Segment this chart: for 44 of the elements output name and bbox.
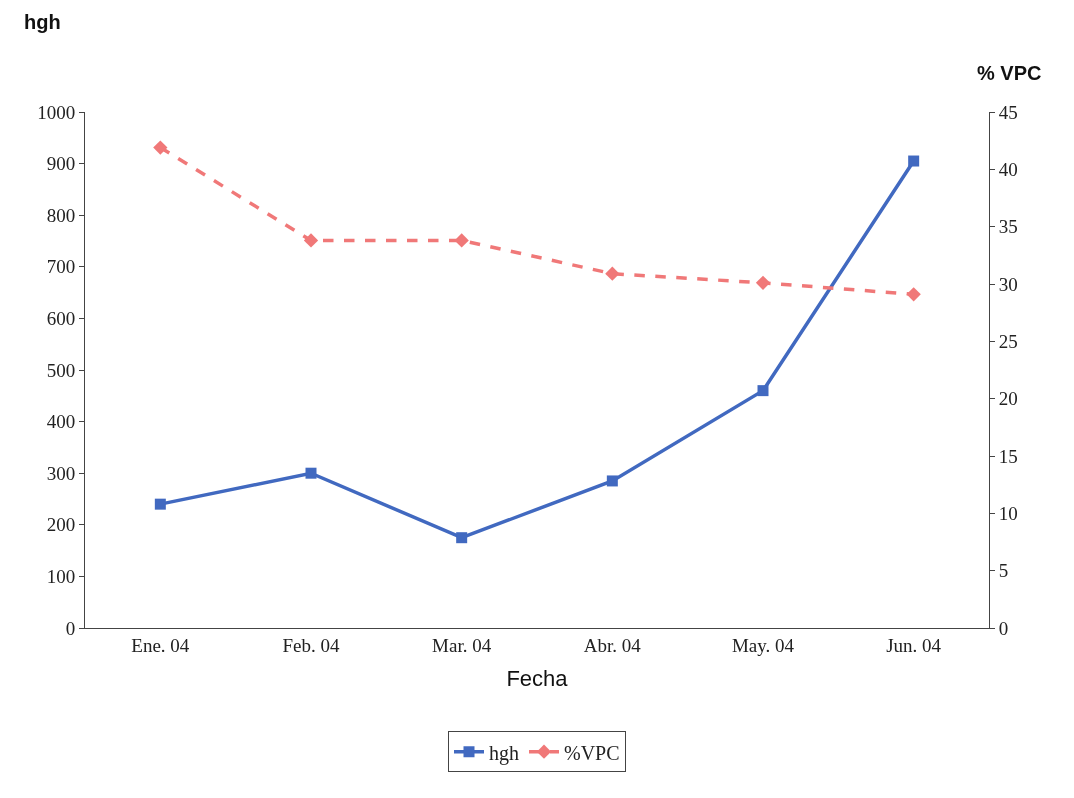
y-tick-label: 200: [46, 514, 76, 536]
point: [305, 467, 317, 479]
y-tick-label: 600: [46, 308, 76, 330]
x-tick-label: Jun. 04: [886, 634, 942, 656]
y-tick-label: 400: [46, 411, 76, 433]
y-axis-title: hgh: [24, 11, 61, 33]
x-axis-title: Fecha: [506, 665, 569, 691]
x-tick-label: May. 04: [731, 634, 795, 656]
point: [757, 385, 769, 397]
legend-label: hgh: [489, 741, 519, 765]
point: [454, 233, 469, 248]
y-tick-label: 1000: [37, 101, 76, 123]
y2-tick-label: 40: [998, 158, 1018, 180]
y-tick-label: 0: [65, 617, 76, 639]
y-tick-label: 700: [46, 256, 76, 278]
point: [153, 140, 168, 155]
point: [906, 287, 921, 302]
y2-tick-label: 20: [998, 388, 1018, 410]
y2-tick-label: 35: [998, 216, 1018, 238]
point: [154, 498, 166, 510]
y2-tick-label: 5: [998, 560, 1009, 582]
x-tick-label: Mar. 04: [432, 634, 492, 656]
y-tick-label: 800: [46, 204, 76, 226]
legend-label: %VPC: [564, 741, 620, 764]
y2-tick-label: 25: [998, 330, 1018, 352]
y2-tick-label: 30: [998, 273, 1018, 295]
point: [303, 233, 319, 248]
point: [606, 475, 618, 487]
x-tick-label: Ene. 04: [131, 634, 190, 656]
point: [456, 532, 468, 544]
y-tick-label: 500: [46, 359, 76, 381]
x-tick-label: Abr. 04: [583, 634, 642, 656]
y2-tick-label: 10: [998, 502, 1018, 524]
y2-axis-title: % VPC: [977, 62, 1042, 84]
y2-tick-label: 15: [998, 445, 1018, 467]
y2-tick-label: 0: [998, 617, 1009, 639]
y-tick-label: 900: [46, 153, 76, 175]
x-tick-label: Feb. 04: [282, 634, 340, 656]
point: [605, 266, 620, 281]
point: [908, 155, 920, 167]
y-tick-label: 100: [46, 566, 76, 588]
y2-tick-label: 45: [998, 101, 1018, 123]
y-tick-label: 300: [46, 462, 76, 484]
point: [755, 275, 771, 290]
